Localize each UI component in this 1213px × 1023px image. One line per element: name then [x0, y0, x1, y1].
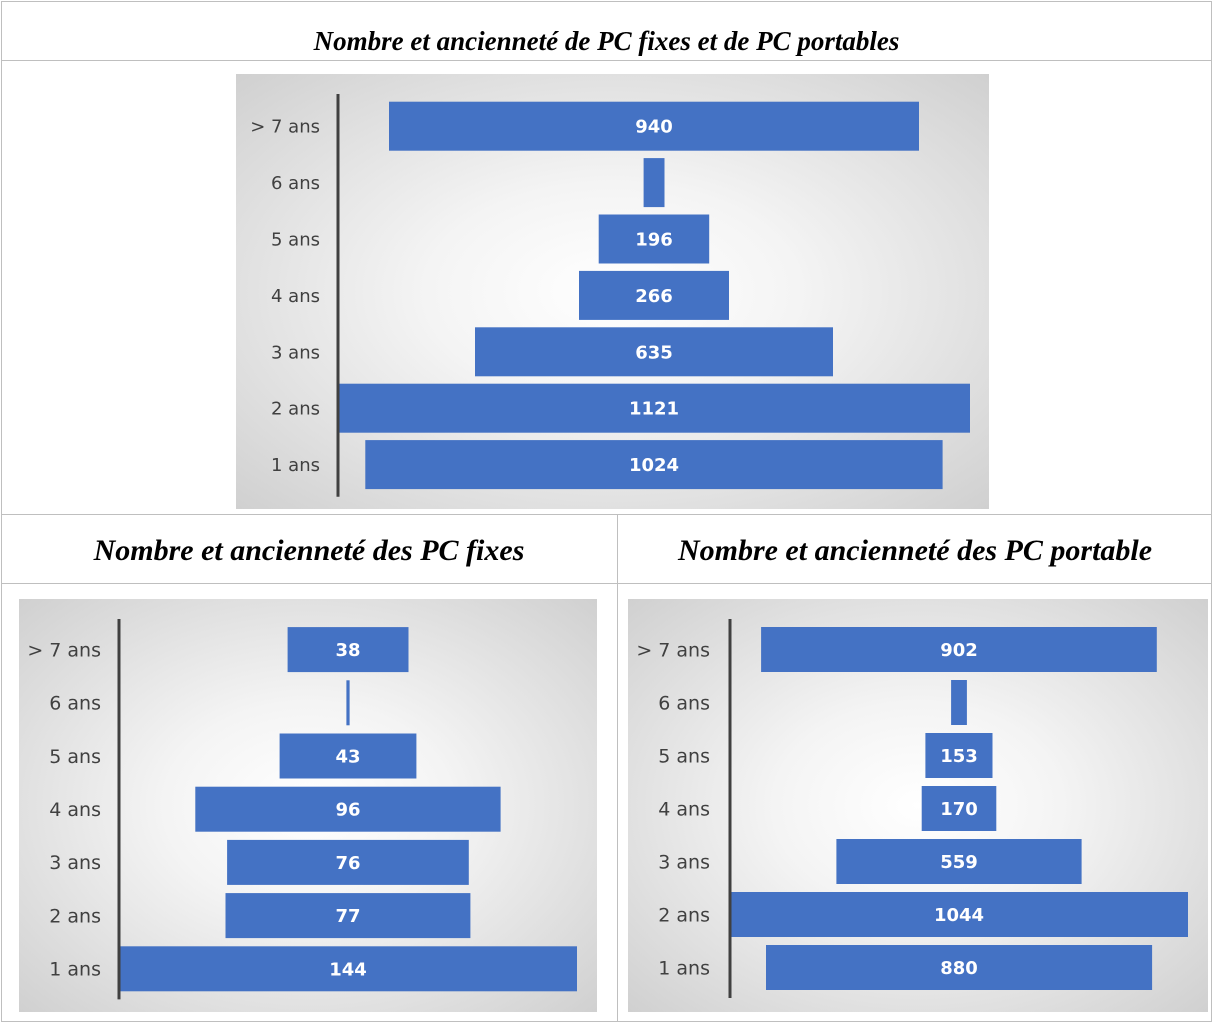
total-bar-4 — [475, 327, 833, 377]
portables-bar-0 — [761, 627, 1157, 672]
total-category-label-3: 4 ans — [271, 286, 320, 307]
portables-category-label-2: 5 ans — [658, 745, 710, 767]
row-divider-3 — [1, 583, 1212, 584]
fixes-bar-4 — [227, 839, 469, 885]
portables-value-label-3: 170 — [940, 799, 978, 820]
fixes-chart-title: Nombre et ancienneté des PC fixes — [93, 534, 525, 567]
fixes-category-label-4: 3 ans — [49, 852, 101, 874]
total-bar-0 — [389, 101, 919, 151]
portables-bar-2 — [925, 733, 993, 778]
chart-portables: > 7 ans 902 6 ans 5 ans 153 4 ans 170 3 ans 559 2… — [628, 599, 1208, 1012]
total-category-label-2: 5 ans — [271, 230, 320, 251]
fixes-category-label-5: 2 ans — [49, 905, 101, 927]
fixes-bar-2 — [279, 733, 417, 779]
portables-value-label-5: 1044 — [934, 905, 984, 926]
total-bar-5 — [338, 383, 970, 433]
fixes-bar-0 — [287, 627, 409, 673]
fixes-value-label-2: 43 — [335, 747, 360, 768]
portables-bar-3 — [921, 786, 997, 831]
total-category-label-6: 1 ans — [271, 455, 320, 476]
row-divider-2 — [1, 514, 1212, 515]
column-divider — [617, 514, 618, 1022]
fixes-bar-3 — [195, 786, 501, 832]
portables-value-label-0: 902 — [940, 640, 978, 661]
fixes-category-label-6: 1 ans — [49, 959, 101, 981]
chart-fixes: > 7 ans 38 6 ans 5 ans 43 4 ans 96 3 ans 76 2 ans… — [19, 599, 597, 1012]
fixes-bar-5 — [225, 893, 471, 939]
row-divider-1 — [1, 60, 1212, 61]
fixes-value-label-5: 77 — [335, 906, 360, 927]
portables-category-label-3: 4 ans — [658, 798, 710, 820]
portables-value-label-4: 559 — [940, 852, 978, 873]
total-category-label-1: 6 ans — [271, 173, 320, 194]
fixes-category-label-0: > 7 ans — [27, 639, 101, 661]
fixes-value-label-3: 96 — [335, 800, 360, 821]
fixes-category-label-1: 6 ans — [49, 693, 101, 715]
total-value-label-4: 635 — [635, 342, 673, 363]
total-bar-2 — [598, 214, 710, 264]
chart-fixes-svg: > 7 ans 38 6 ans 5 ans 43 4 ans 96 3 ans 76 2 ans… — [27, 619, 577, 1000]
total-value-label-6: 1024 — [629, 455, 679, 476]
total-value-label-5: 1121 — [629, 399, 679, 420]
fixes-bar-1 — [346, 680, 350, 726]
main-chart-title: Nombre et ancienneté de PC fixes et de P… — [313, 26, 900, 56]
fixes-value-label-6: 144 — [329, 959, 367, 980]
chart-total: > 7 ans 940 6 ans 5 ans 196 4 ans 266 3 ans 635 2… — [236, 74, 989, 509]
portables-bar-5 — [730, 892, 1188, 937]
fixes-category-label-3: 4 ans — [49, 799, 101, 821]
total-value-label-0: 940 — [635, 117, 673, 138]
total-bar-3 — [579, 270, 729, 320]
total-category-label-4: 3 ans — [271, 342, 320, 363]
portables-category-label-1: 6 ans — [658, 692, 710, 714]
portables-value-label-6: 880 — [940, 958, 978, 979]
total-value-label-2: 196 — [635, 230, 673, 251]
fixes-value-label-0: 38 — [335, 640, 360, 661]
portables-category-label-5: 2 ans — [658, 904, 710, 926]
chart-total-svg: > 7 ans 940 6 ans 5 ans 196 4 ans 266 3 ans 635 2… — [250, 94, 970, 497]
portables-bar-1 — [951, 680, 967, 725]
total-value-label-3: 266 — [635, 286, 673, 307]
total-bar-6 — [365, 440, 943, 490]
portables-chart-title: Nombre et ancienneté des PC portable — [677, 534, 1153, 567]
portables-bar-4 — [836, 839, 1082, 884]
fixes-value-label-4: 76 — [335, 853, 360, 874]
portables-category-label-4: 3 ans — [658, 851, 710, 873]
chart-portables-svg: > 7 ans 902 6 ans 5 ans 153 4 ans 170 3 ans 559 2… — [636, 619, 1188, 998]
portables-category-label-0: > 7 ans — [636, 639, 710, 661]
portables-value-label-2: 153 — [940, 746, 978, 767]
total-bar-1 — [643, 158, 665, 208]
portables-bar-6 — [766, 945, 1153, 990]
total-category-label-0: > 7 ans — [250, 117, 320, 138]
fixes-category-label-2: 5 ans — [49, 746, 101, 768]
total-category-label-5: 2 ans — [271, 399, 320, 420]
fixes-bar-6 — [119, 946, 577, 992]
portables-category-label-6: 1 ans — [658, 957, 710, 979]
